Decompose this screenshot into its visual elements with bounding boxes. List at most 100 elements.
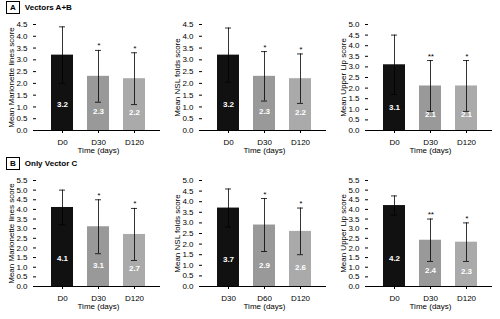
svg-text:D120: D120 bbox=[291, 138, 311, 147]
svg-text:5.5: 5.5 bbox=[348, 176, 360, 185]
svg-text:2.9: 2.9 bbox=[259, 261, 271, 270]
svg-text:D0: D0 bbox=[223, 138, 234, 147]
svg-text:0.0: 0.0 bbox=[182, 126, 194, 135]
svg-text:2.6: 2.6 bbox=[295, 263, 307, 272]
svg-text:D120: D120 bbox=[457, 294, 477, 303]
svg-text:4.0: 4.0 bbox=[348, 205, 360, 214]
svg-text:3.0: 3.0 bbox=[182, 218, 194, 227]
svg-text:1.5: 1.5 bbox=[16, 91, 28, 100]
svg-text:2.3: 2.3 bbox=[259, 107, 271, 116]
svg-text:3.0: 3.0 bbox=[348, 62, 360, 71]
svg-text:Time (days): Time (days) bbox=[78, 302, 120, 311]
svg-text:2.1: 2.1 bbox=[461, 110, 473, 119]
svg-text:2.5: 2.5 bbox=[182, 67, 194, 76]
svg-text:2.0: 2.0 bbox=[16, 79, 28, 88]
svg-text:Time (days): Time (days) bbox=[410, 146, 452, 155]
svg-text:3.0: 3.0 bbox=[16, 55, 28, 64]
svg-text:4.5: 4.5 bbox=[348, 31, 360, 40]
svg-text:4.0: 4.0 bbox=[348, 41, 360, 50]
svg-text:Mean Upper Lip score: Mean Upper Lip score bbox=[339, 194, 348, 273]
svg-text:1.0: 1.0 bbox=[16, 263, 28, 272]
svg-text:2.5: 2.5 bbox=[348, 234, 360, 243]
svg-text:4.1: 4.1 bbox=[57, 254, 69, 263]
svg-text:2.4: 2.4 bbox=[425, 266, 437, 275]
svg-text:1.0: 1.0 bbox=[348, 105, 360, 114]
svg-text:0.0: 0.0 bbox=[348, 126, 360, 135]
svg-text:3.0: 3.0 bbox=[348, 224, 360, 233]
svg-text:Mean Marionette lines score: Mean Marionette lines score bbox=[7, 183, 16, 284]
svg-text:4.0: 4.0 bbox=[16, 205, 28, 214]
svg-text:*: * bbox=[263, 190, 267, 199]
svg-text:3.1: 3.1 bbox=[93, 261, 105, 270]
svg-text:2.0: 2.0 bbox=[348, 84, 360, 93]
svg-text:Time (days): Time (days) bbox=[410, 302, 452, 311]
svg-text:3.5: 3.5 bbox=[16, 215, 28, 224]
svg-text:1.5: 1.5 bbox=[16, 253, 28, 262]
svg-text:Mean NSL folds score: Mean NSL folds score bbox=[173, 38, 182, 117]
svg-text:1.0: 1.0 bbox=[16, 103, 28, 112]
svg-text:2.0: 2.0 bbox=[182, 240, 194, 249]
svg-text:*: * bbox=[133, 199, 137, 208]
svg-text:5.0: 5.0 bbox=[182, 176, 194, 185]
svg-text:3.5: 3.5 bbox=[16, 44, 28, 53]
svg-text:2.3: 2.3 bbox=[461, 267, 473, 276]
svg-text:*: * bbox=[97, 41, 101, 50]
svg-text:0.5: 0.5 bbox=[348, 272, 360, 281]
svg-text:D0: D0 bbox=[389, 138, 400, 147]
svg-text:*: * bbox=[299, 45, 303, 54]
svg-text:2.5: 2.5 bbox=[182, 229, 194, 238]
svg-text:5.0: 5.0 bbox=[16, 186, 28, 195]
svg-text:4.5: 4.5 bbox=[16, 195, 28, 204]
svg-text:3.5: 3.5 bbox=[348, 215, 360, 224]
svg-text:*: * bbox=[133, 44, 137, 53]
svg-text:Mean Marionette lines score: Mean Marionette lines score bbox=[7, 27, 16, 128]
svg-text:2.0: 2.0 bbox=[182, 79, 194, 88]
svg-text:Time (days): Time (days) bbox=[244, 146, 286, 155]
svg-text:*: * bbox=[465, 52, 469, 61]
svg-text:3.5: 3.5 bbox=[182, 44, 194, 53]
svg-text:2.5: 2.5 bbox=[16, 234, 28, 243]
svg-text:0.0: 0.0 bbox=[16, 126, 28, 135]
svg-text:0.5: 0.5 bbox=[182, 271, 194, 280]
svg-text:4.5: 4.5 bbox=[182, 20, 194, 29]
svg-text:3.0: 3.0 bbox=[16, 224, 28, 233]
svg-text:2.0: 2.0 bbox=[348, 244, 360, 253]
svg-text:*: * bbox=[465, 214, 469, 223]
svg-text:3.5: 3.5 bbox=[182, 208, 194, 217]
svg-text:4.5: 4.5 bbox=[16, 20, 28, 29]
svg-text:*: * bbox=[299, 199, 303, 208]
svg-text:1.5: 1.5 bbox=[348, 253, 360, 262]
svg-text:D120: D120 bbox=[291, 294, 311, 303]
svg-text:2.0: 2.0 bbox=[16, 244, 28, 253]
svg-text:*: * bbox=[263, 43, 267, 52]
svg-text:Time (days): Time (days) bbox=[78, 146, 120, 155]
svg-text:1.5: 1.5 bbox=[182, 91, 194, 100]
svg-text:3.2: 3.2 bbox=[57, 100, 69, 109]
svg-text:1.0: 1.0 bbox=[348, 263, 360, 272]
svg-text:2.2: 2.2 bbox=[129, 108, 141, 117]
svg-text:2.1: 2.1 bbox=[425, 110, 437, 119]
svg-text:3.2: 3.2 bbox=[223, 100, 235, 109]
svg-text:4.0: 4.0 bbox=[182, 197, 194, 206]
svg-text:0.5: 0.5 bbox=[182, 114, 194, 123]
svg-text:0.0: 0.0 bbox=[182, 282, 194, 291]
svg-text:*: * bbox=[97, 191, 101, 200]
svg-text:4.0: 4.0 bbox=[182, 32, 194, 41]
svg-text:1.0: 1.0 bbox=[182, 261, 194, 270]
svg-text:1.5: 1.5 bbox=[348, 94, 360, 103]
svg-text:2.7: 2.7 bbox=[129, 264, 141, 273]
svg-text:4.5: 4.5 bbox=[182, 187, 194, 196]
svg-text:3.5: 3.5 bbox=[348, 52, 360, 61]
svg-text:0.0: 0.0 bbox=[16, 282, 28, 291]
svg-text:3.0: 3.0 bbox=[182, 55, 194, 64]
svg-text:1.5: 1.5 bbox=[182, 250, 194, 259]
svg-text:Time (days): Time (days) bbox=[244, 302, 286, 311]
svg-text:3.1: 3.1 bbox=[389, 103, 401, 112]
svg-text:D30: D30 bbox=[221, 294, 236, 303]
svg-text:2.5: 2.5 bbox=[16, 67, 28, 76]
svg-text:D120: D120 bbox=[125, 138, 145, 147]
svg-text:0.5: 0.5 bbox=[16, 272, 28, 281]
svg-text:**: ** bbox=[427, 210, 434, 219]
svg-text:Mean NSL folds score: Mean NSL folds score bbox=[173, 194, 182, 273]
svg-text:2.2: 2.2 bbox=[295, 108, 307, 117]
